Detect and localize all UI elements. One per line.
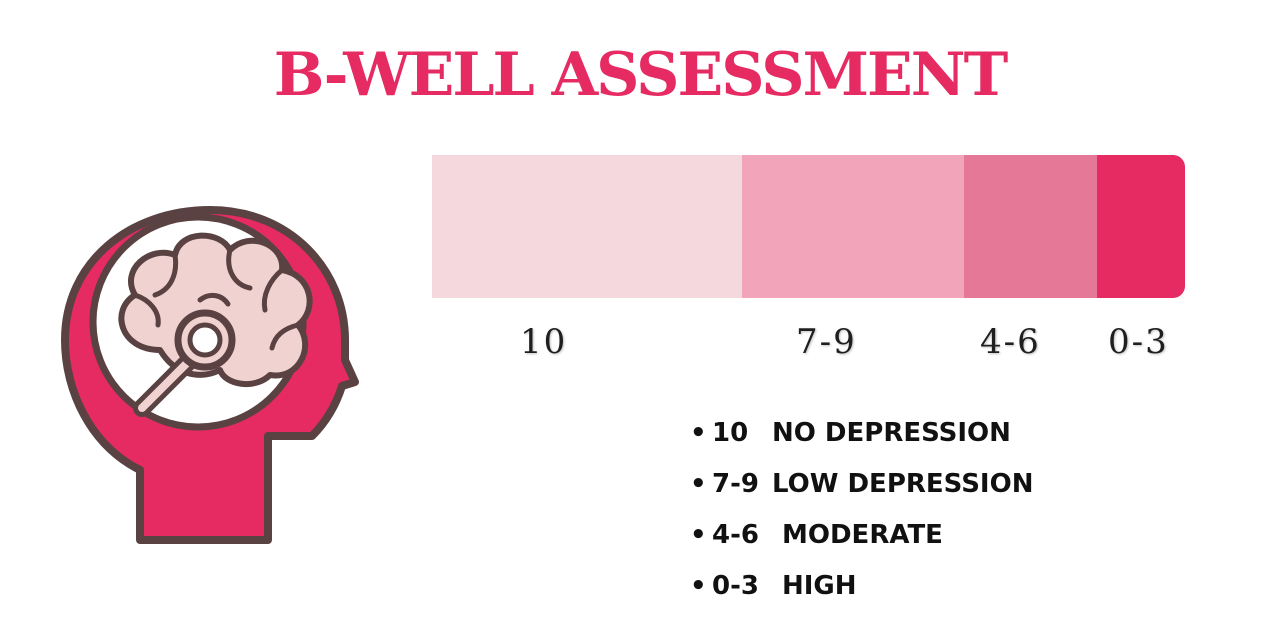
bullet-icon: • [690, 571, 707, 601]
legend-item: • 4-6 MODERATE [690, 514, 1033, 565]
scale-label-4-6: 4-6 [980, 322, 1041, 362]
scale-segment-0-3 [1097, 155, 1185, 298]
brain-shape [118, 232, 313, 388]
scale-segment-4-6 [964, 155, 1097, 298]
scale-label-0-3: 0-3 [1108, 322, 1169, 362]
legend-range: 0-3 [712, 571, 759, 601]
legend-item: • 0-3 HIGH [690, 565, 1033, 616]
scale-label-10: 10 [520, 322, 568, 362]
legend-range: 4-6 [712, 520, 759, 550]
scale-segment-10 [432, 155, 742, 298]
legend-description: MODERATE [782, 520, 943, 550]
legend-item: • 10 NO DEPRESSION [690, 412, 1033, 463]
score-legend: • 10 NO DEPRESSION • 7-9 LOW DEPRESSION • 4-6… [690, 412, 1033, 616]
bullet-icon: • [690, 418, 707, 448]
page-title: B-WELL ASSESSMENT [273, 40, 1008, 110]
brain-folds [132, 247, 301, 351]
legend-description: LOW DEPRESSION [772, 469, 1034, 499]
scale-label-7-9: 7-9 [796, 322, 857, 362]
legend-description: HIGH [782, 571, 857, 601]
legend-range: 7-9 [712, 469, 759, 499]
legend-item: • 7-9 LOW DEPRESSION [690, 463, 1033, 514]
score-scale-bar [432, 155, 1185, 298]
scale-segment-7-9 [742, 155, 964, 298]
bullet-icon: • [690, 520, 707, 550]
bullet-icon: • [690, 469, 707, 499]
legend-description: NO DEPRESSION [772, 418, 1011, 448]
head-brain-magnifier-icon [61, 206, 359, 544]
legend-range: 10 [712, 418, 749, 448]
magnifier-icon [133, 309, 236, 417]
